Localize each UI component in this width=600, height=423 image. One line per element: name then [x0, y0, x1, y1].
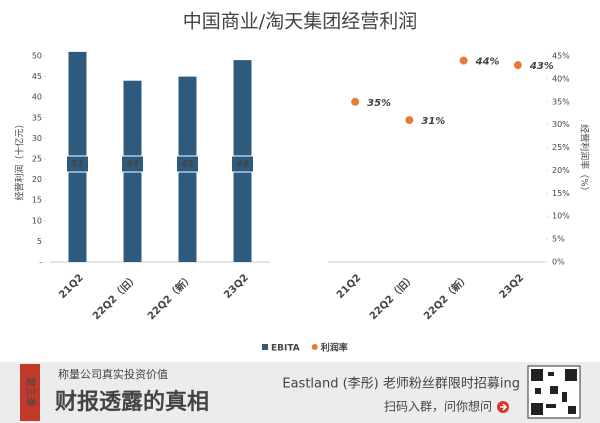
y-tick-label: 45%	[552, 52, 570, 61]
value-label-bg	[121, 155, 144, 173]
y-tick-label: 10%	[552, 212, 570, 221]
y-tick-label: 20%	[552, 166, 570, 175]
dot	[459, 56, 468, 65]
y-tick-label: 25	[32, 155, 42, 164]
qr-pattern	[531, 369, 577, 415]
footer-band	[0, 362, 600, 423]
y-tick-label: 30%	[552, 120, 570, 129]
value-label-bg	[231, 155, 254, 173]
y2-axis-label: 经营利润率（%）	[579, 124, 591, 196]
legend-swatch	[262, 344, 268, 350]
y-tick-label: 45	[32, 72, 42, 81]
legend-label: EBITA	[271, 344, 300, 354]
y-tick-label: 10	[32, 216, 42, 225]
y-tick-label: 5	[37, 237, 42, 246]
y-tick-label: 40%	[552, 74, 570, 83]
value-label-bg	[176, 155, 199, 173]
footer-headline: 财报透露的真相	[55, 389, 209, 415]
value-label-bg	[66, 155, 89, 173]
value-label: 43%	[529, 61, 554, 72]
value-label: 35%	[367, 98, 391, 109]
y-tick-label: -	[39, 258, 42, 267]
badge-text: 第三季	[24, 377, 37, 407]
footer-slogan: 称量公司真实投资价值	[58, 367, 168, 381]
y-tick-label: 25%	[552, 143, 570, 152]
y-tick-label: 0%	[552, 258, 565, 267]
y-tick-label: 20	[32, 175, 42, 184]
value-label: 45	[180, 160, 194, 170]
y-tick-label: 30	[32, 134, 42, 143]
legend-swatch	[311, 344, 318, 350]
dot	[513, 61, 522, 70]
value-label: 31%	[421, 116, 445, 127]
footer-promo: Eastland (李彤) 老师粉丝群限时招募ing	[282, 377, 520, 392]
dot	[405, 116, 414, 125]
y-tick-label: 15	[32, 196, 42, 205]
value-label: 44	[125, 160, 139, 170]
y-tick-label: 15%	[552, 189, 570, 198]
dot	[351, 97, 360, 106]
value-label: 51	[71, 160, 84, 170]
cta-arrow	[500, 403, 508, 411]
legend-label: 利润率	[320, 342, 348, 354]
y-tick-label: 50	[32, 52, 42, 61]
value-label: 49	[235, 160, 249, 170]
y-axis-label: 经营利润（十亿元）	[14, 119, 26, 200]
y-tick-label: 35%	[552, 97, 570, 106]
value-label: 44%	[475, 57, 500, 68]
y-tick-label: 40	[32, 93, 42, 102]
footer-cta: 扫码入群，问你想问	[384, 399, 492, 414]
y-tick-label: 35	[32, 113, 42, 122]
y-tick-label: 5%	[552, 235, 565, 244]
chart-title: 中国商业/淘天集团经营利润	[183, 11, 417, 33]
badge-bg	[20, 364, 40, 421]
